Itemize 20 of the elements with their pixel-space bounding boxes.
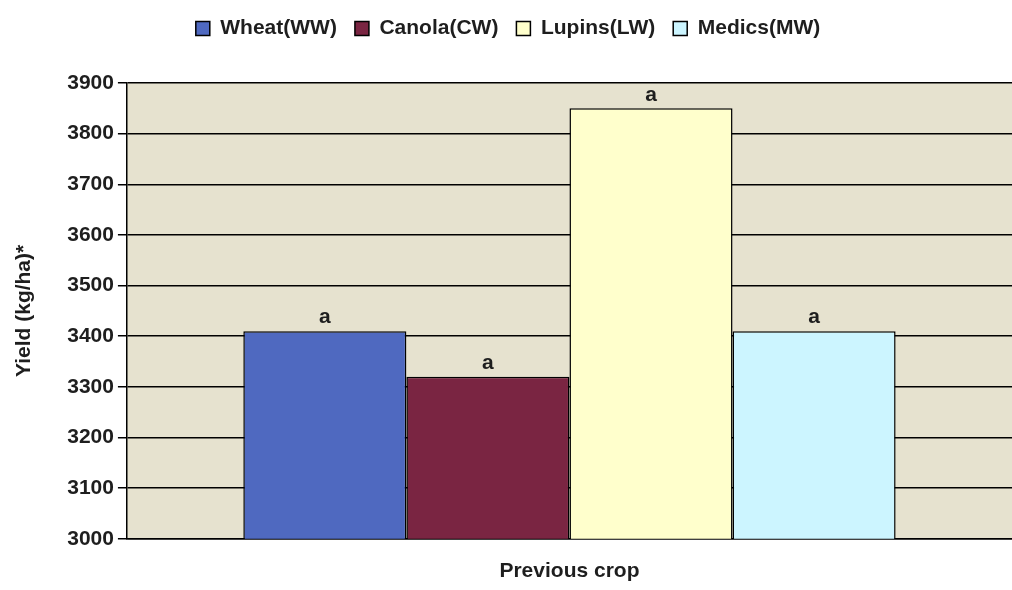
legend-label: Canola(CW) — [379, 15, 499, 39]
y-tick-label: 3800 — [67, 120, 114, 144]
y-tick-label: 3500 — [67, 272, 114, 296]
y-tick-label: 3700 — [67, 171, 114, 195]
legend-label: Medics(MW) — [697, 15, 821, 39]
y-axis-title: Yield (kg/ha)* — [11, 243, 35, 378]
y-tick-label: 3000 — [67, 525, 114, 549]
y-tick-label: 3300 — [67, 373, 114, 397]
y-tick-label: 3900 — [67, 69, 114, 93]
data-label: a — [319, 304, 331, 328]
y-tick-label: 3200 — [67, 424, 114, 448]
legend-label: Wheat(WW) — [220, 15, 337, 39]
y-tick-label: 3100 — [67, 474, 114, 498]
data-label: a — [808, 304, 821, 328]
x-axis-title: Previous crop — [499, 558, 640, 582]
data-label: a — [645, 81, 658, 105]
y-tick-label: 3400 — [67, 323, 114, 347]
y-tick-label: 3600 — [67, 221, 114, 245]
data-label: a — [482, 350, 495, 374]
legend-label: Lupins(LW) — [540, 15, 656, 39]
